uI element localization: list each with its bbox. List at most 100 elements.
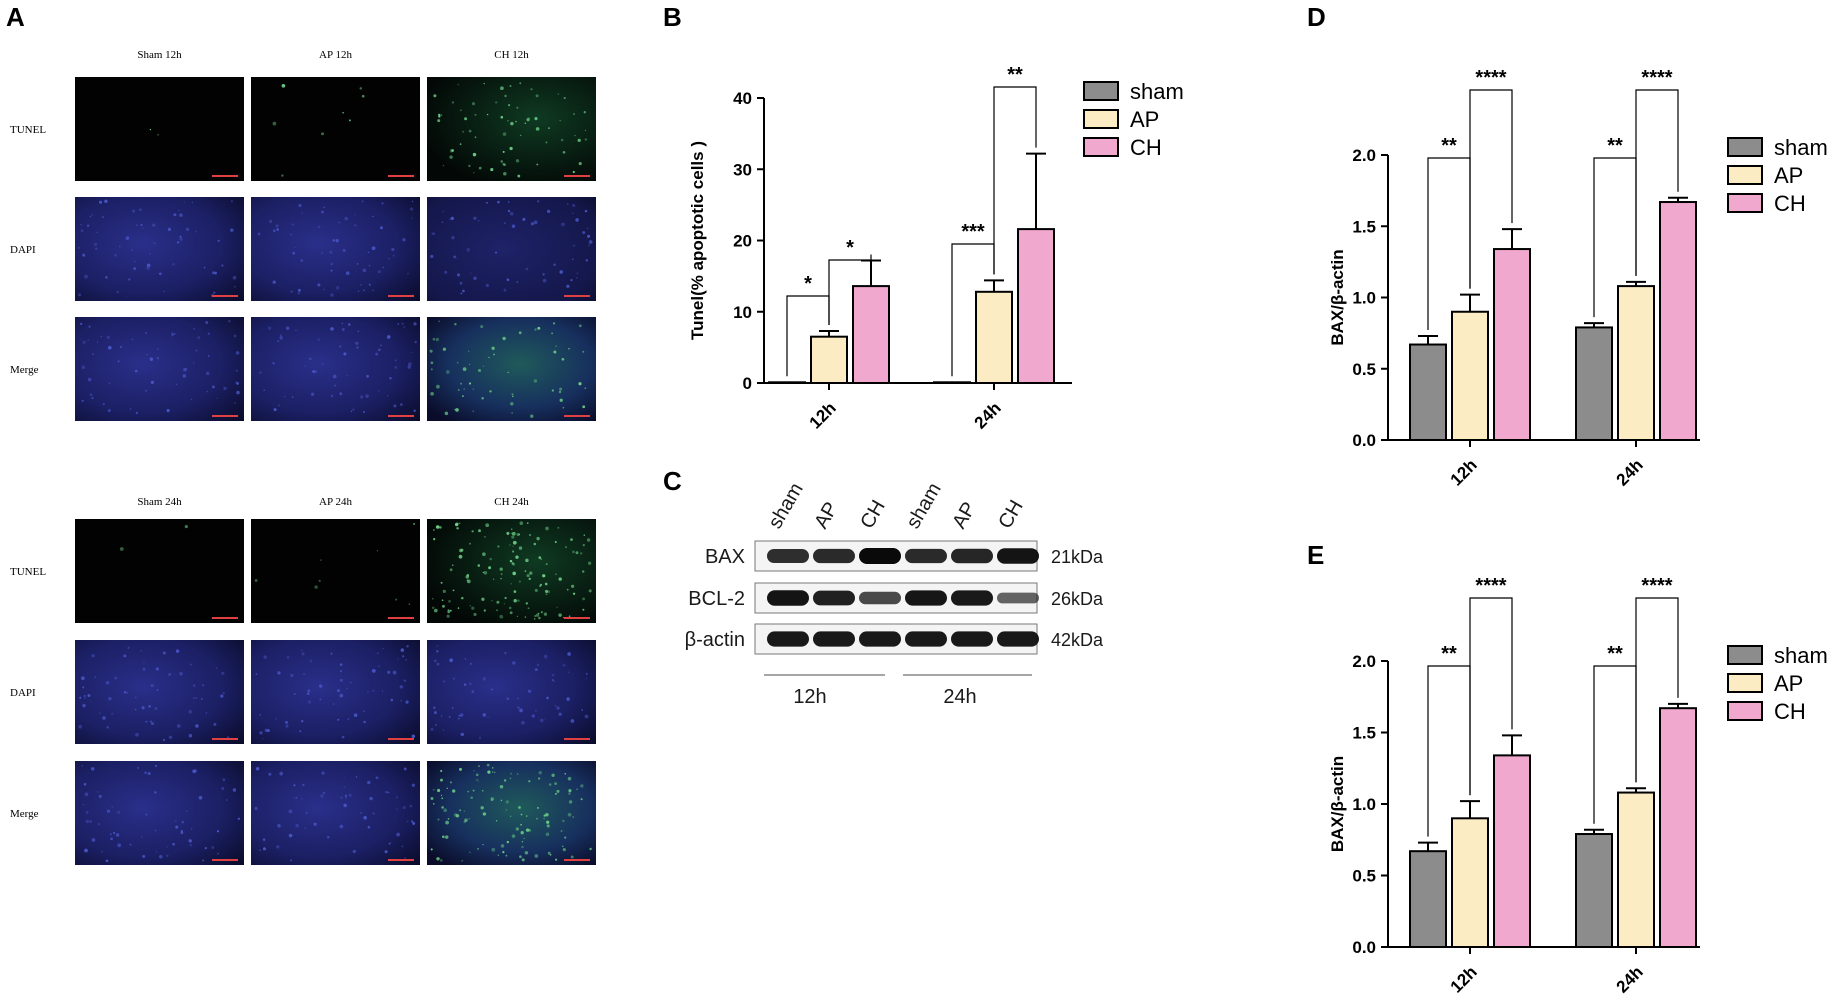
microscopy-signal-dot xyxy=(491,346,495,350)
microscopy-signal-dot xyxy=(455,522,459,526)
microscopy-signal-dot xyxy=(564,772,567,775)
microscopy-signal-dot xyxy=(338,345,342,348)
microscopy-signal-dot xyxy=(476,778,478,781)
microscopy-signal-dot xyxy=(105,276,108,279)
microscopy-signal-dot xyxy=(510,583,512,585)
microscopy-signal-dot xyxy=(342,111,344,114)
microscopy-signal-dot xyxy=(147,772,151,775)
microscopy-signal-dot xyxy=(81,765,83,767)
microscopy-signal-dot xyxy=(502,336,506,341)
microscopy-signal-dot xyxy=(435,525,440,529)
microscopy-signal-dot xyxy=(394,366,398,369)
microscopy-signal-dot xyxy=(105,859,109,863)
blot-band xyxy=(905,631,947,647)
microscopy-signal-dot xyxy=(166,409,170,413)
microscopy-signal-dot xyxy=(436,857,440,861)
microscopy-signal-dot xyxy=(430,727,434,731)
microscopy-signal-dot xyxy=(589,847,592,851)
microscopy-signal-dot xyxy=(568,800,573,804)
microscopy-signal-dot xyxy=(505,808,508,811)
microscopy-signal-dot xyxy=(584,714,589,719)
microscopy-signal-dot xyxy=(203,266,206,269)
microscopy-signal-dot xyxy=(335,286,340,290)
microscopy-signal-dot xyxy=(436,662,440,666)
microscopy-signal-dot xyxy=(585,673,588,675)
microscopy-signal-dot xyxy=(477,368,482,373)
microscopy-signal-dot xyxy=(307,700,312,704)
microscopy-signal-dot xyxy=(395,359,397,362)
microscopy-signal-dot xyxy=(447,609,450,612)
microscopy-signal-dot xyxy=(301,720,304,723)
microscopy-signal-dot xyxy=(583,111,586,114)
microscopy-signal-dot xyxy=(570,719,575,723)
microscopy-signal-dot xyxy=(434,608,438,613)
microscopy-signal-dot xyxy=(585,677,588,680)
microscopy-signal-dot xyxy=(81,365,85,369)
microscopy-signal-dot xyxy=(580,784,584,788)
blot-band xyxy=(813,631,855,647)
microscopy-signal-dot xyxy=(97,823,101,826)
significance-label: **** xyxy=(1475,67,1506,89)
microscopy-signal-dot xyxy=(273,229,276,232)
legend-swatch-CH xyxy=(1083,137,1119,157)
microscopy-signal-dot xyxy=(573,244,576,247)
microscopy-signal-dot xyxy=(487,770,491,774)
microscopy-signal-dot xyxy=(469,662,472,665)
microscopy-signal-dot xyxy=(562,845,564,847)
microscopy-signal-dot xyxy=(126,691,129,694)
microscopy-signal-dot xyxy=(149,253,151,255)
microscopy-signal-dot xyxy=(301,652,305,656)
microscopy-signal-dot xyxy=(463,683,467,686)
bar-CH xyxy=(1493,248,1531,441)
microscopy-signal-dot xyxy=(518,533,521,536)
blot-band xyxy=(767,549,809,563)
microscopy-signal-dot xyxy=(520,823,522,826)
scale-bar xyxy=(564,295,590,297)
microscopy-signal-dot xyxy=(430,361,434,365)
microscopy-signal-dot xyxy=(430,368,433,371)
microscopy-signal-dot xyxy=(502,851,505,854)
microscopy-signal-dot xyxy=(275,224,279,228)
microscopy-signal-dot xyxy=(297,288,301,292)
microscopy-signal-dot xyxy=(512,545,514,547)
significance-bracket xyxy=(828,254,872,325)
microscopy-signal-dot xyxy=(405,700,409,704)
microscopy-signal-dot xyxy=(545,563,548,566)
microscopy-signal-dot xyxy=(336,689,340,693)
blot-band xyxy=(951,590,993,606)
microscopy-signal-dot xyxy=(189,663,192,666)
microscopy-signal-dot xyxy=(482,365,485,368)
microscopy-signal-dot xyxy=(534,588,538,592)
microscopy-signal-dot xyxy=(106,335,110,340)
microscopy-signal-dot xyxy=(562,406,565,409)
microscopy-signal-dot xyxy=(584,129,587,132)
microscopy-signal-dot xyxy=(512,540,517,545)
x-tick-label: 24h xyxy=(1613,962,1647,996)
microscopy-signal-dot xyxy=(559,270,563,274)
microscopy-signal-dot xyxy=(433,529,435,531)
microscopy-signal-dot xyxy=(303,365,306,368)
microscopy-signal-dot xyxy=(312,369,316,374)
microscopy-signal-dot xyxy=(226,799,228,801)
microscopy-signal-dot xyxy=(319,698,322,701)
microscopy-signal-dot xyxy=(545,813,549,817)
microscopy-signal-dot xyxy=(580,798,583,801)
microscopy-signal-dot xyxy=(506,840,509,844)
microscopy-signal-dot xyxy=(233,334,237,338)
microscopy-signal-dot xyxy=(174,820,177,822)
microscopy-signal-dot xyxy=(352,849,356,854)
microscopy-signal-dot xyxy=(431,232,435,236)
microscopy-tile xyxy=(251,77,420,181)
bar-CH xyxy=(1017,228,1055,384)
microscopy-signal-dot xyxy=(432,802,435,805)
microscopy-signal-dot xyxy=(432,337,436,341)
microscopy-signal-dot xyxy=(553,350,557,354)
microscopy-signal-dot xyxy=(566,284,570,288)
microscopy-signal-dot xyxy=(411,200,414,203)
microscopy-signal-dot xyxy=(437,788,441,793)
microscopy-signal-dot xyxy=(530,222,535,226)
microscopy-signal-dot xyxy=(411,783,416,787)
microscopy-signal-dot xyxy=(521,840,524,843)
microscopy-signal-dot xyxy=(462,395,464,397)
